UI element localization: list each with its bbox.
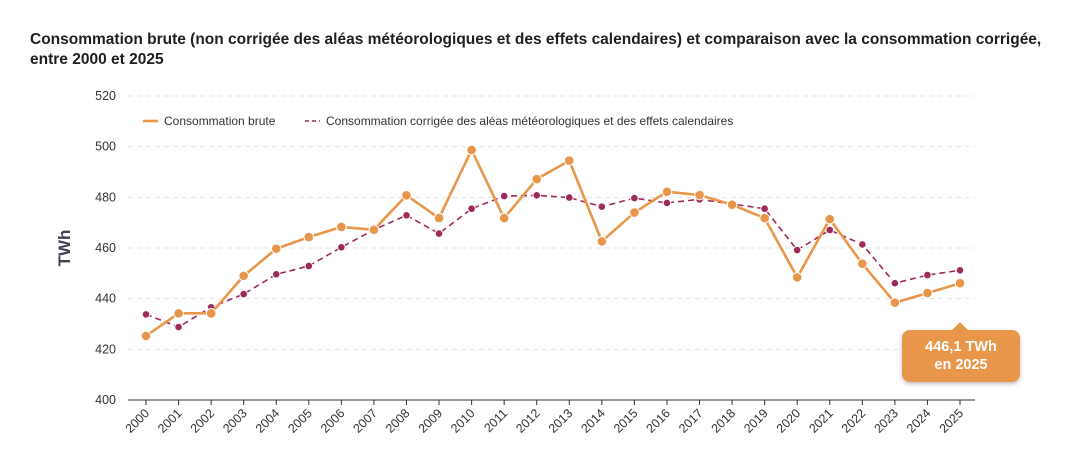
legend-label-corrigee: Consommation corrigée des aléas météorol… <box>326 114 733 128</box>
x-tick-label: 2004 <box>253 406 283 436</box>
data-point <box>271 270 281 279</box>
data-point <box>238 270 249 282</box>
data-point <box>954 277 966 289</box>
x-tick-label: 2001 <box>155 406 185 436</box>
chart-title: Consommation brute (non corrigée des alé… <box>30 31 1042 68</box>
data-point <box>759 212 770 224</box>
data-point <box>923 270 932 280</box>
y-tick-label: 440 <box>95 292 116 306</box>
x-tick-label: 2019 <box>741 406 771 436</box>
data-point <box>824 213 836 225</box>
y-tick-label: 500 <box>95 140 116 154</box>
data-point <box>434 229 444 238</box>
data-point <box>402 211 411 220</box>
x-tick-label: 2008 <box>383 406 413 436</box>
data-point <box>825 225 835 235</box>
data-point <box>239 289 248 299</box>
data-point <box>791 272 803 283</box>
data-point <box>337 242 346 252</box>
y-tick-label: 400 <box>95 393 116 407</box>
y-tick-label: 480 <box>95 190 116 204</box>
data-point <box>205 308 217 319</box>
x-tick-label: 2016 <box>644 406 674 436</box>
y-axis-label: TWh <box>55 230 74 267</box>
tooltip-value: 446,1 TWh <box>925 339 997 355</box>
data-point <box>792 245 802 255</box>
data-point <box>629 207 640 218</box>
data-point <box>336 221 347 233</box>
x-tick-label: 2010 <box>448 406 478 436</box>
data-point <box>563 155 575 166</box>
data-point <box>532 191 542 200</box>
data-point <box>498 212 510 224</box>
data-point <box>174 322 183 332</box>
data-point <box>922 287 933 299</box>
data-point <box>858 240 867 249</box>
x-tick-label: 2023 <box>871 406 901 436</box>
x-tick-label: 2013 <box>546 406 576 436</box>
data-point <box>889 297 901 309</box>
data-point <box>141 310 151 319</box>
data-point <box>597 202 607 212</box>
x-tick-label: 2000 <box>123 406 153 436</box>
x-tick-label: 2024 <box>904 406 934 436</box>
x-tick-label: 2005 <box>285 406 315 436</box>
x-tick-label: 2015 <box>611 406 641 436</box>
data-point <box>662 198 672 208</box>
data-point <box>433 212 445 224</box>
x-tick-label: 2022 <box>839 406 869 436</box>
data-point <box>694 189 705 201</box>
x-tick-label: 2009 <box>416 406 446 436</box>
data-point <box>401 190 412 201</box>
data-point <box>726 199 738 210</box>
data-point <box>304 261 314 271</box>
x-tick-label: 2018 <box>709 406 739 436</box>
x-tick-label: 2011 <box>481 406 510 435</box>
data-point <box>270 243 282 255</box>
x-tick-label: 2017 <box>676 406 706 436</box>
data-point <box>140 330 152 342</box>
y-tick-label: 460 <box>95 241 116 255</box>
data-point <box>596 236 608 247</box>
data-point <box>760 204 769 214</box>
series-line <box>145 146 961 337</box>
legend-label-brute: Consommation brute <box>164 114 276 128</box>
tooltip: 446,1 TWh en 2025 <box>902 322 1020 382</box>
x-tick-label: 2012 <box>513 406 543 436</box>
data-point <box>303 231 315 243</box>
data-point <box>531 173 543 185</box>
x-tick-label: 2020 <box>774 406 804 436</box>
data-point <box>630 193 639 203</box>
x-tick-label: 2006 <box>318 406 348 436</box>
x-tick-label: 2003 <box>220 406 250 436</box>
data-point <box>368 224 380 236</box>
data-point <box>661 186 673 198</box>
data-point <box>466 144 477 156</box>
x-tick-label: 2025 <box>937 406 967 436</box>
y-tick-label: 520 <box>95 89 116 103</box>
y-tick-label: 420 <box>95 342 116 356</box>
data-point <box>955 265 965 275</box>
x-tick-label: 2021 <box>806 406 836 436</box>
data-point <box>564 193 574 202</box>
data-point <box>173 308 184 319</box>
x-tick-label: 2007 <box>350 406 380 436</box>
x-tick-label: 2014 <box>578 406 608 436</box>
series-line <box>145 194 961 328</box>
x-tick-label: 2002 <box>188 406 218 436</box>
data-point <box>499 191 509 201</box>
tooltip-year: en 2025 <box>934 357 988 373</box>
data-point <box>857 258 868 270</box>
data-point <box>890 278 900 288</box>
data-point <box>467 204 476 214</box>
